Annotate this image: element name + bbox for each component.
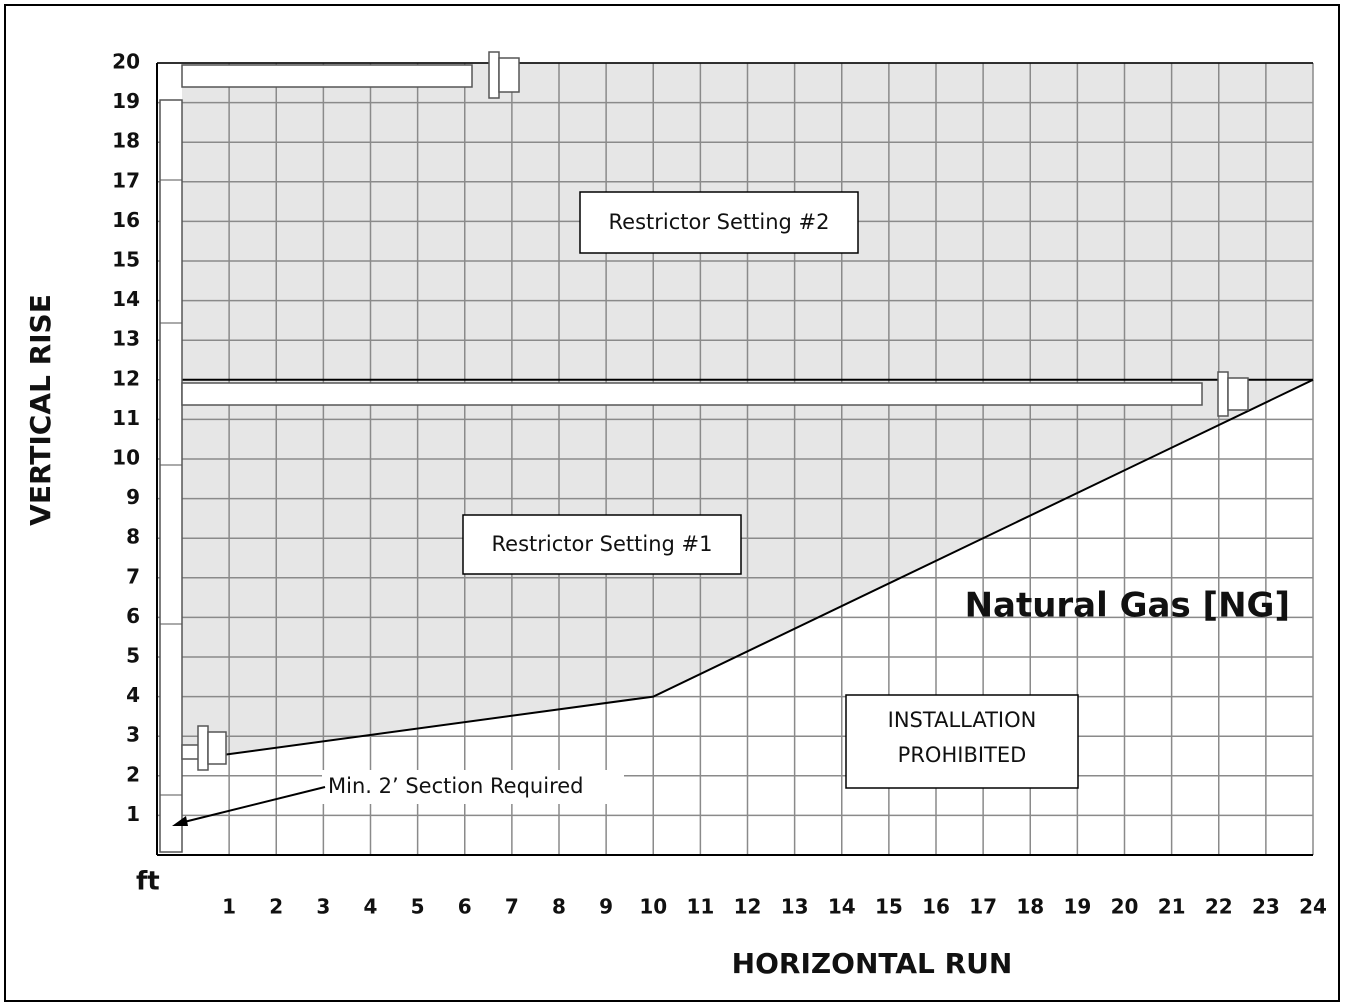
vent-drawing xyxy=(159,51,1249,853)
x-tick-label: 6 xyxy=(458,895,472,919)
arrow-head xyxy=(172,816,188,826)
y-tick-label: 12 xyxy=(112,366,140,390)
note: Min. 2’ Section Required xyxy=(328,774,584,798)
region-label: Restrictor Setting #2 xyxy=(609,210,830,234)
x-tick-label: 20 xyxy=(1111,895,1139,919)
x-tick-label: 16 xyxy=(922,895,950,919)
x-tick-label: 12 xyxy=(734,895,762,919)
y-tick-label: 6 xyxy=(126,604,140,628)
y-tick-label: 5 xyxy=(126,644,140,668)
horizontal-pipe xyxy=(181,64,473,88)
x-tick-label: 11 xyxy=(686,895,714,919)
region-label: Restrictor Setting #1 xyxy=(492,532,713,556)
labels: Restrictor Setting #2 Restrictor Setting… xyxy=(24,191,1290,980)
x-tick-label: 8 xyxy=(552,895,566,919)
unit-label: ft xyxy=(136,867,160,897)
note-arrow xyxy=(179,786,326,824)
x-tick-label: 18 xyxy=(1016,895,1044,919)
x-tick-label: 7 xyxy=(505,895,519,919)
y-tick-label: 1 xyxy=(126,802,140,826)
y-tick-label: 13 xyxy=(112,327,140,351)
y-tick-label: 14 xyxy=(112,287,140,311)
termination xyxy=(1227,377,1249,411)
label-box xyxy=(845,694,1079,789)
y-tick-label: 8 xyxy=(126,525,140,549)
x-axis-title: HORIZONTAL RUN xyxy=(732,947,1013,980)
horizontal-pipe xyxy=(181,382,1203,406)
termination xyxy=(498,57,520,93)
vertical-pipe xyxy=(159,99,183,853)
termination xyxy=(207,731,227,765)
label-box xyxy=(462,514,742,575)
x-tick-label: 4 xyxy=(364,895,378,919)
prohibited-label: INSTALLATION xyxy=(888,708,1037,732)
label-box xyxy=(579,191,859,254)
y-axis-title: VERTICAL RISE xyxy=(24,294,57,526)
x-tick-label: 3 xyxy=(316,895,330,919)
termination xyxy=(1217,371,1229,417)
x-tick-label: 17 xyxy=(969,895,997,919)
x-tick-label: 21 xyxy=(1158,895,1186,919)
y-tick-label: 19 xyxy=(112,89,140,113)
x-tick-label: 14 xyxy=(828,895,856,919)
y-tick-label: 4 xyxy=(126,683,140,707)
x-tick-label: 23 xyxy=(1252,895,1280,919)
prohibited-label: PROHIBITED xyxy=(898,743,1027,767)
note-bg xyxy=(322,770,624,804)
y-tick-label: 18 xyxy=(112,129,140,153)
x-tick-label: 15 xyxy=(875,895,903,919)
x-tick-label: 24 xyxy=(1299,895,1327,919)
x-tick-label: 9 xyxy=(599,895,613,919)
y-tick-label: 11 xyxy=(112,406,140,430)
y-tick-label: 16 xyxy=(112,208,140,232)
x-tick-label: 10 xyxy=(639,895,667,919)
x-tick-label: 5 xyxy=(411,895,425,919)
y-tick-label: 7 xyxy=(126,564,140,588)
y-tick-label: 17 xyxy=(112,168,140,192)
y-tick-label: 10 xyxy=(112,446,140,470)
y-tick-label: 3 xyxy=(126,723,140,747)
y-tick-label: 15 xyxy=(112,248,140,272)
x-tick-label: 22 xyxy=(1205,895,1233,919)
boundary-line xyxy=(214,378,1314,757)
x-tick-label: 13 xyxy=(781,895,809,919)
y-tick-label: 20 xyxy=(112,50,140,74)
x-tick-label: 1 xyxy=(222,895,236,919)
page-border xyxy=(4,4,1340,1002)
fuel-label: Natural Gas [NG] xyxy=(965,586,1290,626)
x-tick-label: 2 xyxy=(269,895,283,919)
x-tick-label: 19 xyxy=(1063,895,1091,919)
y-tick-label: 2 xyxy=(126,762,140,786)
termination xyxy=(488,51,500,99)
termination xyxy=(197,725,209,771)
y-tick-label: 9 xyxy=(126,485,140,509)
